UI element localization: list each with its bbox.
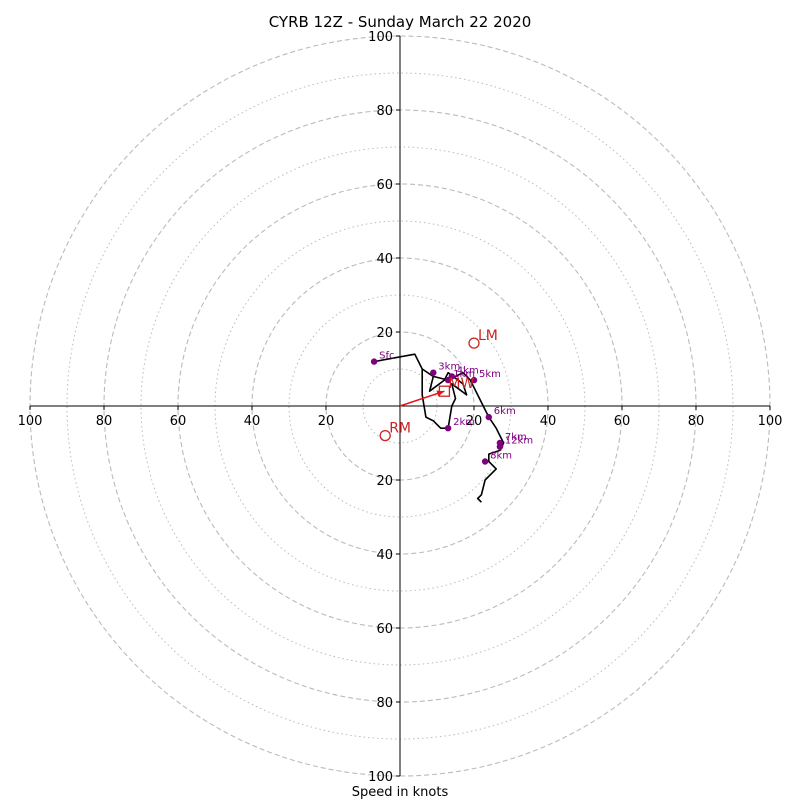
height-marker-8km [481,458,489,465]
height-label-2km: 2km [453,417,475,428]
x-tick-label: 60 [614,414,631,429]
y-tick-label: 20 [376,326,393,341]
height-marker-4km [448,373,455,380]
y-tick-label: 60 [376,178,393,193]
x-tick-label: 60 [170,414,187,429]
height-marker-12km [496,443,504,450]
y-tick-label: 40 [376,548,393,563]
height-marker-2km [444,425,452,432]
storm-label-lm: LM [478,328,498,344]
height-label-6km: 6km [494,406,516,417]
height-marker-sfc [370,358,378,365]
height-label-8km: 8km [490,451,512,462]
storm-label-rm: RM [389,421,411,437]
height-marker-6km [485,413,492,421]
x-tick-label: 20 [318,414,335,429]
storm-motion-vector [399,390,445,407]
x-tick-label: 80 [96,414,113,429]
height-label-12km: 12km [505,436,533,447]
y-tick-label: 60 [376,622,393,637]
height-label-sfc: Sfc [379,351,394,362]
y-tick-label: 20 [376,474,393,489]
height-label-1km: 1km [453,369,475,380]
y-tick-label: 80 [376,104,393,119]
y-tick-label: 40 [376,252,393,267]
y-tick-label: 100 [368,30,393,45]
height-label-7km: 7km [505,432,527,443]
y-tick-label: 80 [376,696,393,711]
storm-motion-arrowhead [436,390,445,397]
x-tick-label: 40 [244,414,261,429]
x-tick-label: 40 [540,414,557,429]
height-marker-3km [430,369,437,376]
storm-marker-rm [379,429,391,442]
hodograph-layer [373,353,505,503]
x-axis-label: Speed in knots [352,785,449,800]
height-label-5km: 5km [479,369,501,380]
x-tick-label: 100 [18,414,43,429]
hodograph-trace [373,353,505,503]
storm-label-mw: MW [448,376,474,392]
chart-title: CYRB 12Z - Sunday March 22 2020 [269,13,532,31]
storm-marker-mw [438,385,451,397]
storm-marker-lm [468,337,480,349]
height-marker-5km [470,376,478,384]
y-tick-label: 100 [368,770,393,785]
x-tick-label: 80 [688,414,705,429]
x-tick-label: 20 [466,414,483,429]
tick-labels: 100 80 60 40 20 20 40 60 80 100 100 80 60 40 20 20 40 60 8… [18,30,783,785]
storm-motion-markers: LM RM MW [379,328,498,442]
height-label-4km: 4km [457,365,479,376]
height-label-3km: 3km [438,362,460,373]
x-tick-label: 100 [758,414,783,429]
